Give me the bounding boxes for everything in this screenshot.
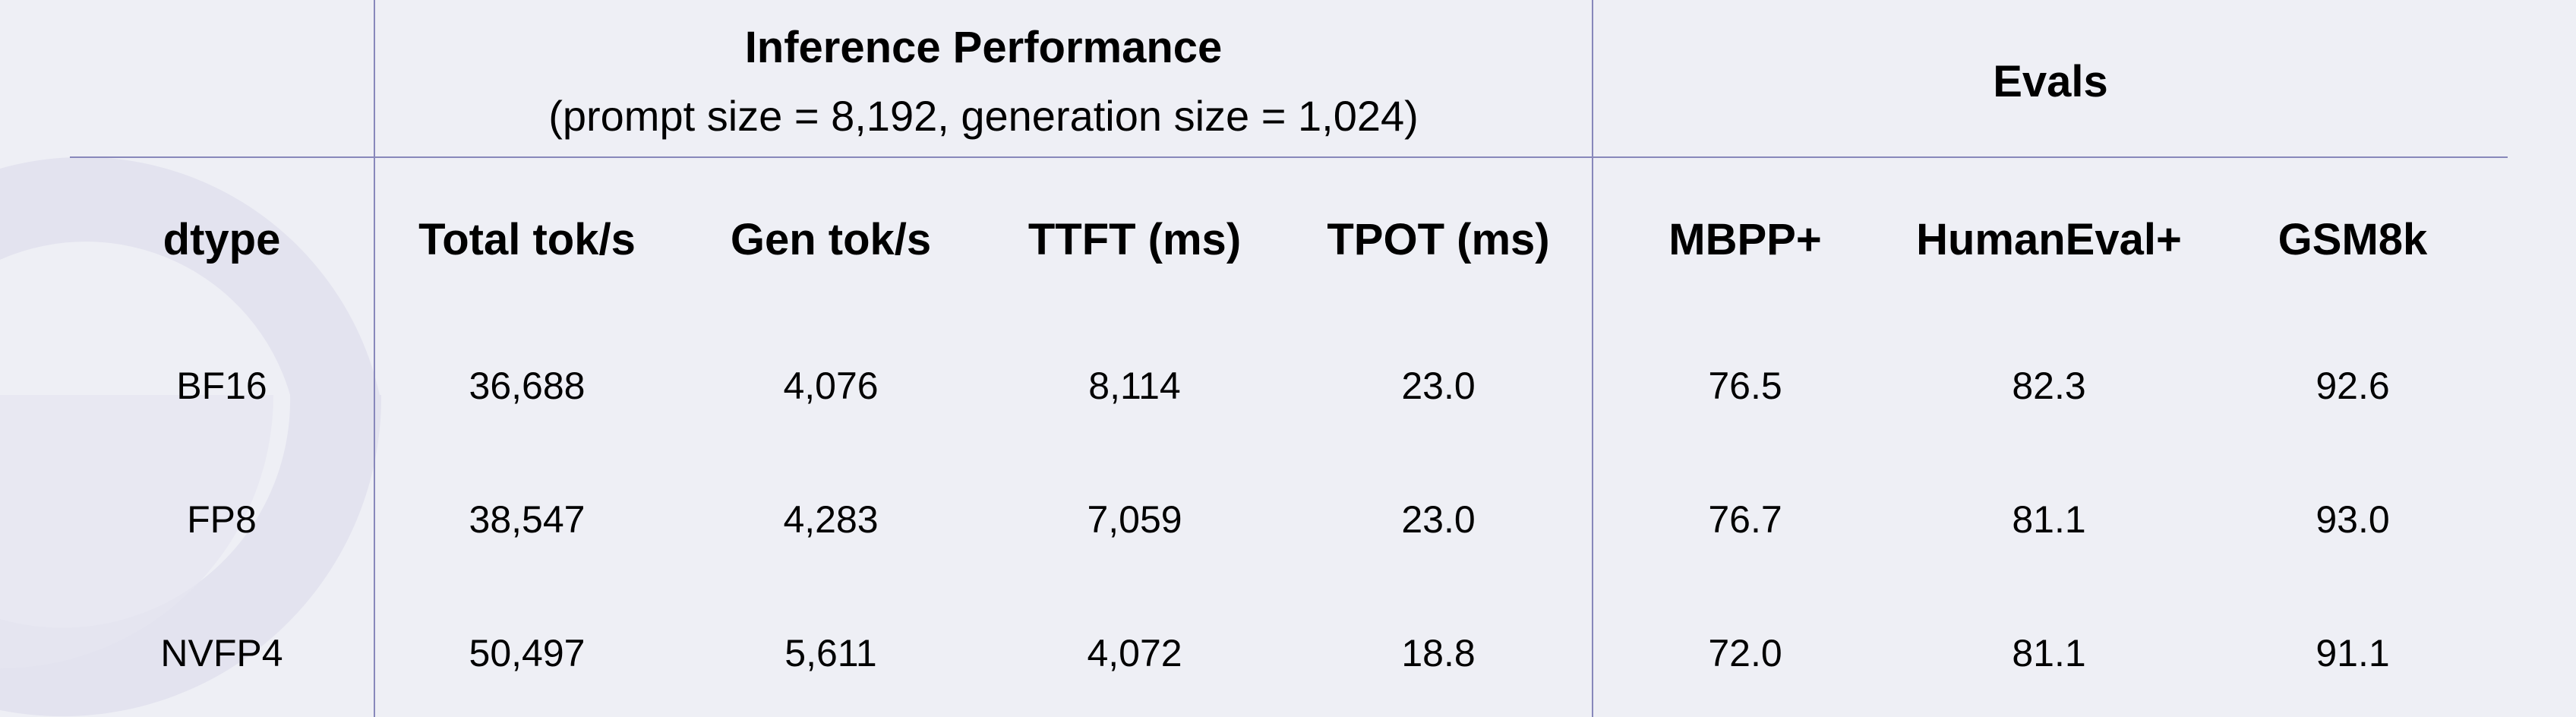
table-cell: 92.6 xyxy=(2316,365,2390,407)
column-header: Total tok/s xyxy=(418,214,636,264)
table-cell: 18.8 xyxy=(1401,632,1476,674)
column-header: MBPP+ xyxy=(1668,214,1822,264)
group-subtitle-inference: (prompt size = 8,192, generation size = … xyxy=(548,92,1419,140)
group-title-inference: Inference Performance xyxy=(744,23,1223,72)
table-cell: 93.0 xyxy=(2316,498,2390,541)
table-cell: 5,611 xyxy=(784,632,877,674)
column-header: GSM8k xyxy=(2278,214,2428,264)
table-cell: 82.3 xyxy=(2012,365,2086,407)
table-cell: 4,076 xyxy=(783,365,879,407)
group-divider-right xyxy=(1592,0,1593,717)
table-cell: 4,072 xyxy=(1087,632,1182,674)
table-cell: 76.7 xyxy=(1708,498,1782,541)
table-cell: 50,497 xyxy=(469,632,586,674)
column-header: TTFT (ms) xyxy=(1028,214,1242,264)
group-divider-left xyxy=(374,0,375,717)
column-header: Gen tok/s xyxy=(730,214,932,264)
table-cell: 23.0 xyxy=(1401,498,1476,541)
column-header: dtype xyxy=(163,214,281,264)
table-cell: 7,059 xyxy=(1087,498,1182,541)
table-cell: 4,283 xyxy=(783,498,879,541)
header-divider xyxy=(70,156,2508,158)
table-cell: 91.1 xyxy=(2316,632,2390,674)
column-header: HumanEval+ xyxy=(1916,214,2182,264)
table-cell: 38,547 xyxy=(469,498,586,541)
column-header: TPOT (ms) xyxy=(1327,214,1550,264)
table-cell: 81.1 xyxy=(2012,632,2086,674)
table-cell: FP8 xyxy=(187,498,257,541)
table-cell: NVFP4 xyxy=(160,632,283,674)
table-cell: 72.0 xyxy=(1708,632,1782,674)
table-cell: 8,114 xyxy=(1088,365,1181,407)
table-cell: 76.5 xyxy=(1708,365,1782,407)
group-header-evals: Evals xyxy=(1593,8,2508,156)
group-title-evals: Evals xyxy=(1993,57,2108,106)
group-header-inference: Inference Performance (prompt size = 8,1… xyxy=(375,8,1592,156)
table-cell: BF16 xyxy=(176,365,267,407)
table-cell: 36,688 xyxy=(469,365,586,407)
table-cell: 23.0 xyxy=(1401,365,1476,407)
table-cell: 81.1 xyxy=(2012,498,2086,541)
